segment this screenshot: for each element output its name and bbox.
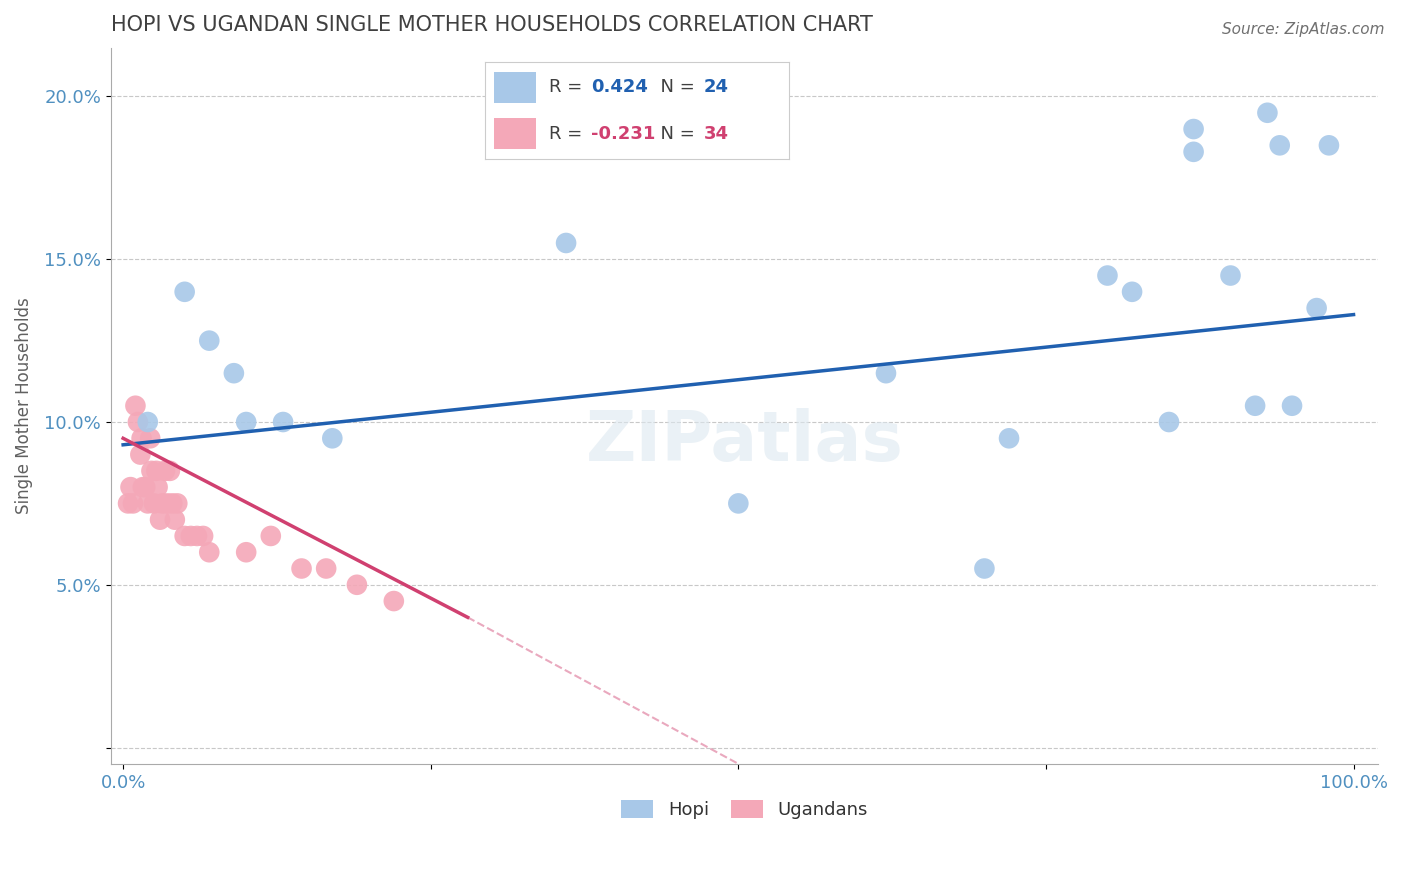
Point [1182, 145, 1205, 159]
Point [235, 415, 257, 429]
Point [382, 594, 405, 608]
Point [145, 464, 167, 478]
Point [1182, 122, 1205, 136]
Point [149, 513, 172, 527]
Point [136, 415, 159, 429]
Point [186, 529, 208, 543]
Point [142, 496, 165, 510]
Legend: Hopi, Ugandans: Hopi, Ugandans [614, 793, 876, 826]
Y-axis label: Single Mother Households: Single Mother Households [15, 297, 32, 514]
Point [346, 578, 368, 592]
Point [1256, 105, 1278, 120]
Point [1097, 268, 1119, 283]
Point [152, 496, 174, 510]
Point [1244, 399, 1267, 413]
Point [198, 334, 221, 348]
Point [156, 496, 179, 510]
Point [1317, 138, 1340, 153]
Point [1219, 268, 1241, 283]
Point [173, 285, 195, 299]
Point [163, 513, 186, 527]
Point [127, 415, 149, 429]
Point [122, 496, 145, 510]
Point [727, 496, 749, 510]
Point [180, 529, 202, 543]
Point [315, 561, 337, 575]
Point [875, 366, 897, 380]
Point [191, 529, 214, 543]
Text: ZIPatlas: ZIPatlas [585, 408, 904, 475]
Point [1268, 138, 1291, 153]
Point [146, 480, 169, 494]
Point [124, 399, 146, 413]
Point [973, 561, 995, 575]
Point [131, 431, 153, 445]
Point [222, 366, 245, 380]
Point [1121, 285, 1143, 299]
Point [162, 496, 184, 510]
Point [141, 464, 163, 478]
Point [136, 496, 159, 510]
Point [139, 431, 162, 445]
Point [153, 464, 176, 478]
Point [260, 529, 283, 543]
Point [290, 561, 312, 575]
Text: HOPI VS UGANDAN SINGLE MOTHER HOUSEHOLDS CORRELATION CHART: HOPI VS UGANDAN SINGLE MOTHER HOUSEHOLDS… [111, 15, 873, 35]
Point [117, 496, 139, 510]
Point [159, 464, 181, 478]
Point [198, 545, 221, 559]
Point [129, 448, 152, 462]
Point [998, 431, 1021, 445]
Point [132, 480, 155, 494]
Point [120, 480, 142, 494]
Point [235, 545, 257, 559]
Point [1157, 415, 1180, 429]
Point [555, 235, 578, 250]
Point [271, 415, 294, 429]
Point [134, 480, 156, 494]
Point [166, 496, 188, 510]
Point [1281, 399, 1303, 413]
Point [1305, 301, 1327, 315]
Point [173, 529, 195, 543]
Text: Source: ZipAtlas.com: Source: ZipAtlas.com [1222, 22, 1385, 37]
Point [321, 431, 343, 445]
